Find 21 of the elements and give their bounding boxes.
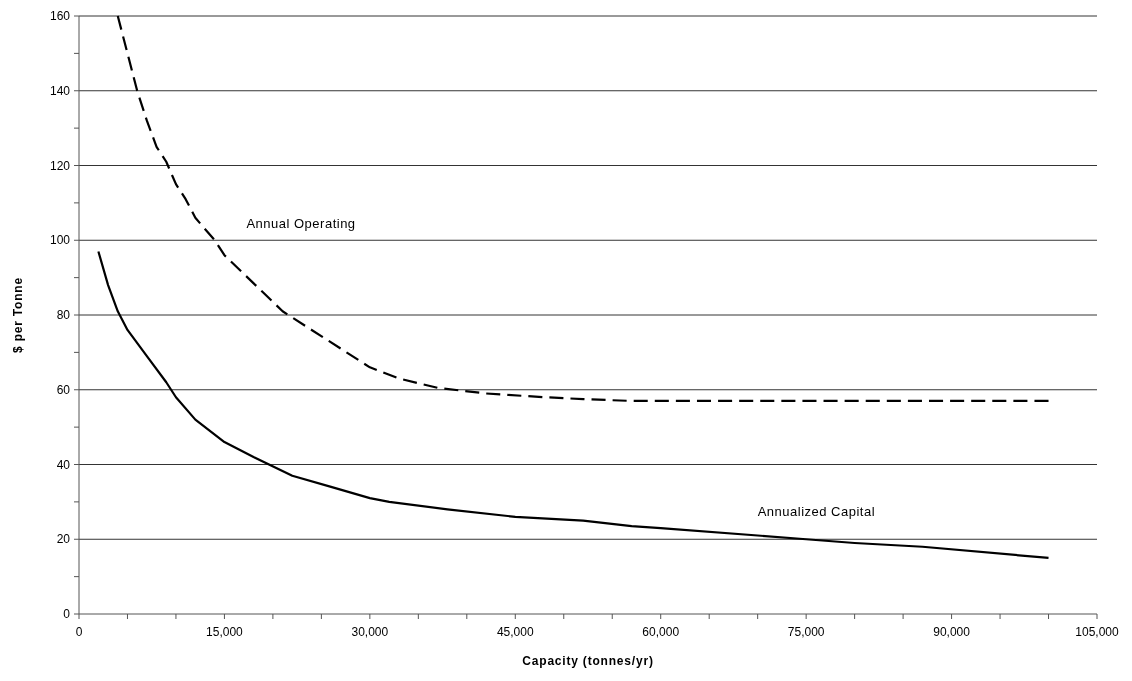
- y-axis-title: $ per Tonne: [11, 277, 25, 353]
- x-tick-label: 75,000: [787, 625, 825, 639]
- y-tick-label: 120: [49, 158, 71, 173]
- series-label: Annualized Capital: [757, 503, 876, 519]
- y-tick-label: 40: [56, 457, 71, 472]
- x-tick-label: 30,000: [351, 625, 389, 639]
- y-tick-label: 80: [56, 308, 71, 323]
- x-tick-label: 60,000: [642, 625, 680, 639]
- x-tick-label: 45,000: [496, 625, 534, 639]
- x-tick-label: 90,000: [933, 625, 971, 639]
- x-tick-label: 105,000: [1075, 625, 1120, 639]
- y-tick-label: 0: [63, 607, 71, 622]
- y-tick-label: 20: [56, 532, 71, 547]
- y-tick-label: 60: [56, 382, 71, 397]
- x-axis-title: Capacity (tonnes/yr): [522, 654, 654, 668]
- text: Annual Operating: [246, 216, 356, 232]
- y-tick-label: 160: [49, 9, 71, 24]
- x-tick-label: 0: [75, 625, 83, 639]
- x-tick-label: 15,000: [206, 625, 244, 639]
- y-tick-label: 100: [49, 233, 71, 248]
- y-tick-label: 140: [49, 83, 71, 98]
